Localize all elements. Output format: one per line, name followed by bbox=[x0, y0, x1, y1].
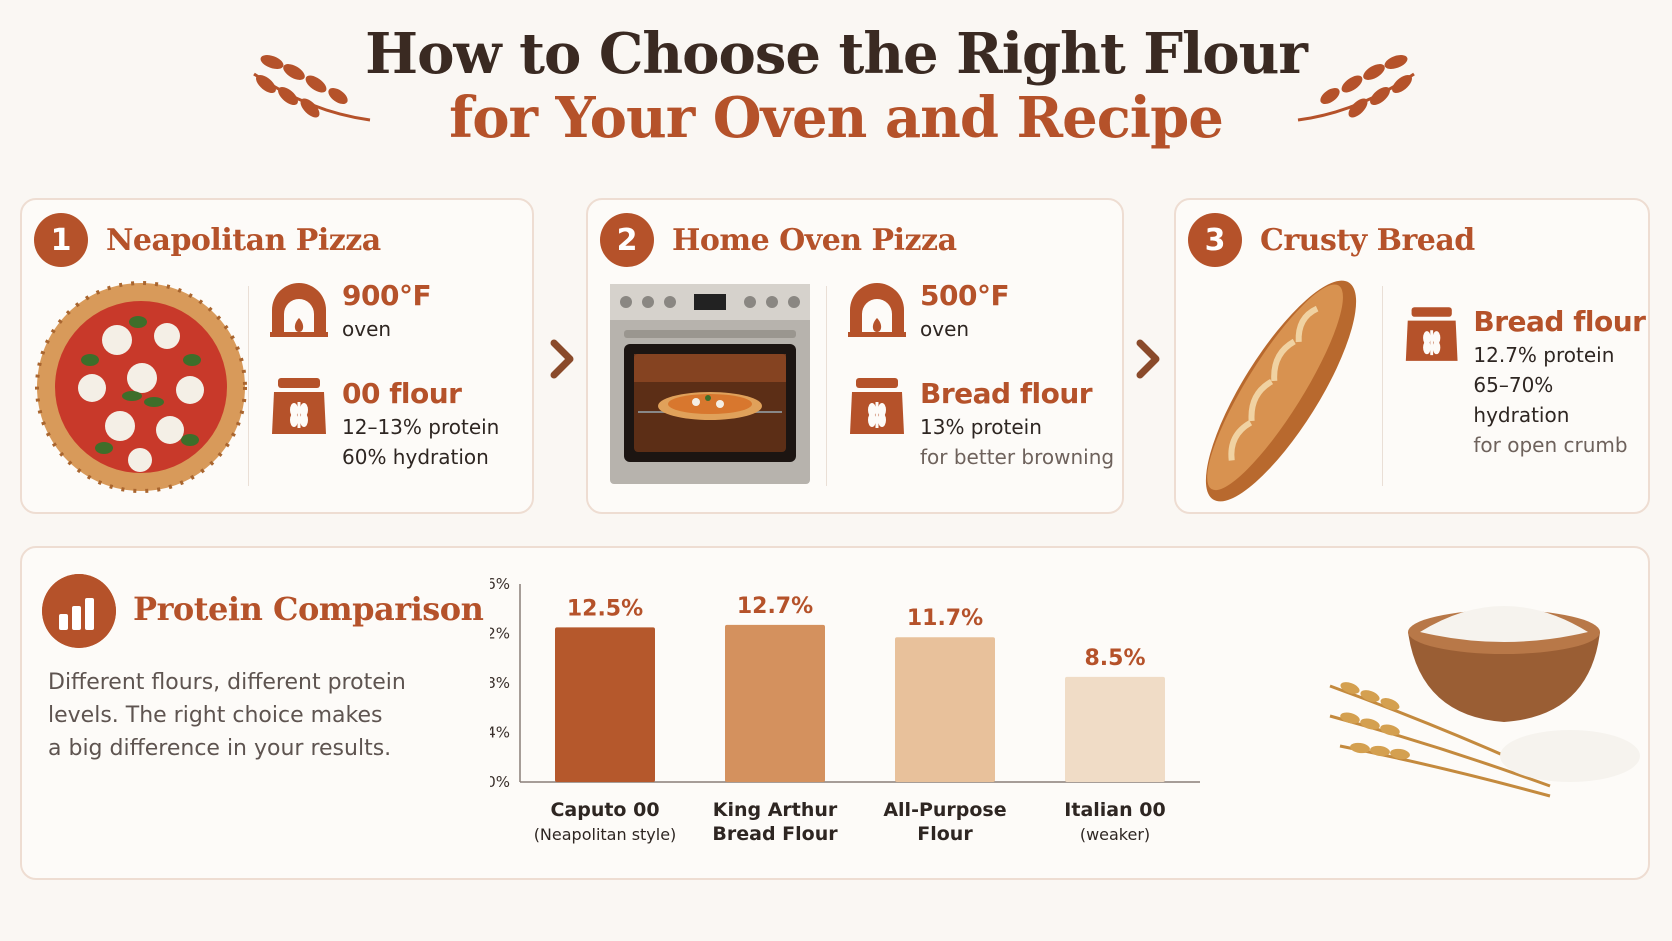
y-tick-label: 4% bbox=[490, 724, 510, 742]
y-tick-label: 8% bbox=[490, 674, 510, 692]
temperature-label: oven bbox=[920, 317, 970, 341]
title-line-1: How to Choose the Right Flour bbox=[365, 21, 1308, 87]
margherita-pizza-image bbox=[35, 281, 247, 493]
description-line: levels. The right choice makes bbox=[48, 703, 383, 728]
page-title: How to Choose the Right Flour for Your O… bbox=[0, 22, 1672, 150]
flour-type: Bread flour bbox=[1473, 305, 1646, 338]
bar bbox=[895, 637, 995, 782]
flour-note: for better browning bbox=[920, 445, 1115, 469]
bar-chart-icon bbox=[42, 574, 116, 648]
flour-note: for open crumb bbox=[1473, 433, 1628, 457]
bar-data-label: 12.7% bbox=[737, 594, 813, 619]
temperature-value: 900°F bbox=[342, 279, 432, 312]
oven-temperature-info: 500°F oven bbox=[846, 278, 1010, 344]
bar bbox=[725, 624, 825, 782]
x-category-label: Caputo 00 bbox=[550, 799, 659, 821]
flour-info: Bread flour 13% protein for better brown… bbox=[846, 376, 1114, 472]
card-title: Crusty Bread bbox=[1260, 222, 1475, 258]
step-number-badge: 3 bbox=[1188, 213, 1242, 267]
comparison-description: Different flours, different protein leve… bbox=[48, 666, 448, 765]
temperature-label: oven bbox=[342, 317, 392, 341]
flour-bag-icon bbox=[850, 378, 904, 434]
card-neapolitan-pizza: 1 Neapolitan Pizza 900°F oven bbox=[20, 198, 534, 514]
protein-bar-chart: 0% 4% 8% 12% 16% 12.5% Caputo 00 (Neapolitan st… bbox=[490, 575, 1200, 845]
bar-data-label: 11.7% bbox=[907, 606, 983, 631]
y-tick-label: 0% bbox=[490, 773, 510, 791]
flour-info: Bread flour 12.7% protein 65–70% hydrati… bbox=[1402, 304, 1648, 460]
flour-hydration: 65–70% hydration bbox=[1473, 373, 1570, 427]
flour-bag-icon bbox=[272, 378, 326, 434]
flour-protein: 13% protein bbox=[920, 415, 1042, 439]
flour-protein: 12.7% protein bbox=[1473, 343, 1615, 367]
wheat-decoration-icon bbox=[253, 55, 371, 122]
bar-data-label: 12.5% bbox=[567, 596, 643, 621]
flour-bowl-image bbox=[1329, 606, 1640, 798]
bar bbox=[555, 627, 655, 782]
flour-protein: 12–13% protein bbox=[342, 415, 500, 439]
bar bbox=[1065, 676, 1165, 782]
y-tick-label: 16% bbox=[490, 575, 510, 593]
flour-hydration: 60% hydration bbox=[342, 445, 489, 469]
oven-temperature-info: 900°F oven bbox=[268, 278, 432, 344]
home-oven-image bbox=[610, 284, 810, 484]
baguette-image bbox=[1205, 280, 1357, 502]
bar-data-label: 8.5% bbox=[1084, 646, 1145, 671]
temperature-value: 500°F bbox=[920, 279, 1010, 312]
comparison-title: Protein Comparison bbox=[133, 590, 484, 628]
wheat-decoration-icon bbox=[1297, 55, 1415, 122]
pizza-oven-icon bbox=[270, 283, 328, 337]
card-title: Neapolitan Pizza bbox=[106, 222, 381, 258]
x-category-label: (weaker) bbox=[1080, 825, 1150, 844]
x-category-label: Bread Flour bbox=[712, 823, 838, 845]
x-category-label: King Arthur bbox=[713, 799, 838, 821]
chevron-right-icon bbox=[1136, 339, 1160, 379]
description-line: a big difference in your results. bbox=[48, 736, 392, 761]
card-home-oven-pizza: 2 Home Oven Pizza 500°F oven bbox=[586, 198, 1124, 514]
x-category-label: Flour bbox=[917, 823, 973, 845]
card-crusty-bread: 3 Crusty Bread Bread flour 12.7% protein… bbox=[1174, 198, 1650, 514]
protein-comparison-panel bbox=[20, 546, 1650, 880]
flour-bag-icon bbox=[1405, 307, 1458, 361]
pizza-oven-icon bbox=[848, 283, 906, 337]
description-line: Different flours, different protein bbox=[48, 670, 406, 695]
flour-type: Bread flour bbox=[920, 377, 1093, 410]
card-title: Home Oven Pizza bbox=[672, 222, 957, 258]
flour-type: 00 flour bbox=[342, 377, 462, 410]
x-category-label: Italian 00 bbox=[1064, 799, 1165, 821]
step-number-badge: 2 bbox=[600, 213, 654, 267]
chevron-right-icon bbox=[550, 339, 574, 379]
x-category-label: All-Purpose bbox=[883, 799, 1006, 821]
x-category-label: (Neapolitan style) bbox=[534, 825, 677, 844]
flour-info: 00 flour 12–13% protein 60% hydration bbox=[268, 376, 499, 472]
step-number-badge: 1 bbox=[34, 213, 88, 267]
title-line-2: for Your Oven and Recipe bbox=[449, 85, 1224, 151]
y-tick-label: 12% bbox=[490, 625, 510, 643]
